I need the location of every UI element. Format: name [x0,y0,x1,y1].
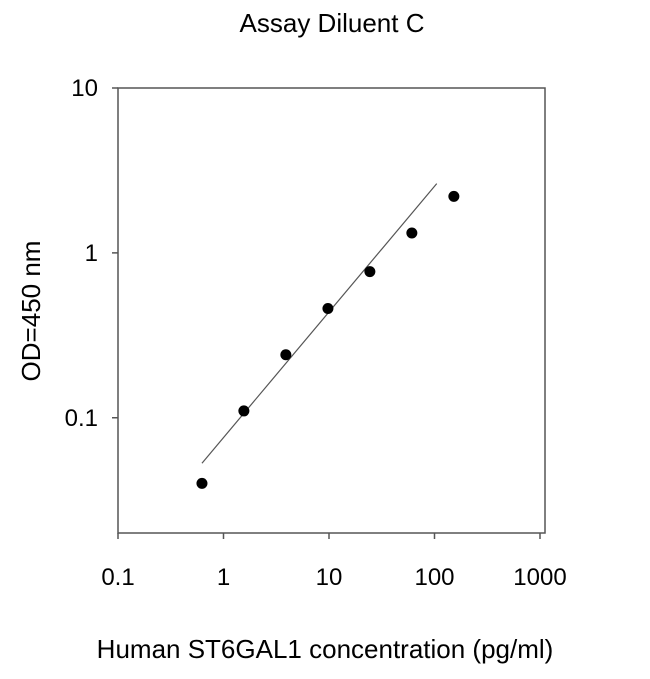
plot-area: 0.1 1 10 100 1000 0.1 1 10 [65,75,567,591]
x-tick-label: 1 [217,564,230,591]
x-tick-label: 0.1 [101,564,134,591]
data-point [448,190,460,202]
x-axis-label: Human ST6GAL1 concentration (pg/ml) [97,634,554,664]
x-tick-label: 10 [316,564,343,591]
data-point [280,349,292,361]
data-point [322,302,334,314]
chart-title: Assay Diluent C [240,8,425,38]
x-tick-label: 1000 [513,564,566,591]
y-tick-label: 0.1 [65,405,98,432]
fit-line [201,183,438,464]
data-point [364,266,376,278]
plot-frame [117,87,546,534]
data-point [238,405,250,417]
x-tick-label: 100 [414,564,454,591]
y-axis-label: OD=450 nm [16,241,46,382]
y-tick-label: 10 [71,75,98,102]
data-point [406,227,418,239]
data-point [196,477,208,489]
y-tick-label: 1 [85,240,98,267]
